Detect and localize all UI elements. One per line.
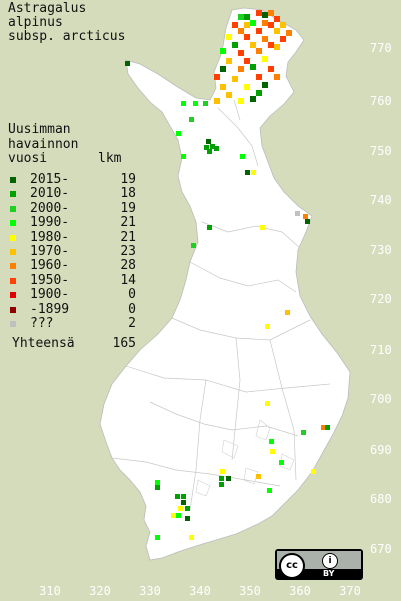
region-borders (111, 99, 331, 511)
legend-row-count: 21 (120, 215, 136, 231)
legend-row-label: 1900- (30, 287, 70, 303)
legend-row-label: ??? (30, 316, 54, 331)
legend-row-count: 14 (120, 272, 136, 288)
legend-header-line-2: havainnon (8, 137, 79, 152)
legend-row-count: 0 (128, 301, 136, 317)
observation-squares (125, 10, 330, 540)
legend-swatch (10, 306, 16, 313)
legend-header-line-1: Uusimman (8, 122, 71, 137)
legend-swatch (10, 191, 16, 198)
y-tick-label: 690 (370, 443, 392, 457)
legend-row-count: 0 (128, 287, 136, 303)
x-tick-label: 330 (139, 584, 161, 598)
y-tick-label: 770 (370, 41, 392, 55)
legend-row-label: 1970- (30, 244, 70, 259)
x-tick-label: 350 (239, 584, 261, 598)
legend-row-count: 19 (120, 200, 136, 216)
y-tick-label: 730 (370, 243, 392, 257)
legend-swatch (10, 321, 16, 327)
legend-row-label: 1990- (30, 215, 70, 231)
y-tick-label: 720 (370, 292, 392, 306)
legend-swatch (10, 292, 16, 299)
cc-icon: cc (279, 553, 305, 579)
legend-row-count: 28 (120, 258, 136, 274)
person-icon: i (322, 553, 338, 569)
x-tick-label: 340 (189, 584, 211, 598)
legend-total-label: Yhteensä (12, 336, 75, 351)
legend-swatch (10, 249, 16, 255)
x-tick-label: 320 (89, 584, 111, 598)
legend-total-count: 165 (112, 336, 136, 351)
y-tick-label: 750 (370, 144, 392, 158)
legend-row-count: 2 (128, 316, 136, 331)
y-tick-label: 680 (370, 492, 392, 506)
license-by-label: BY (323, 569, 335, 578)
y-tick-label: 700 (370, 392, 392, 406)
legend-swatch (10, 220, 16, 227)
legend-row-count: 21 (120, 229, 136, 245)
legend-header-line-3: vuosi (8, 151, 48, 166)
y-tick-label: 710 (370, 343, 392, 357)
legend-row-count: 18 (120, 186, 136, 202)
y-tick-label: 670 (370, 542, 392, 556)
lakes (195, 419, 295, 497)
finland-outline (99, 7, 351, 561)
legend-row-label: -1899 (30, 301, 70, 317)
legend-row-label: 1980- (30, 229, 70, 245)
legend-row-label: 2015- (30, 172, 70, 187)
x-tick-label: 360 (289, 584, 311, 598)
species-title-line-2: alpinus (8, 15, 63, 30)
legend-swatch (10, 177, 16, 183)
cc-by-license-badge[interactable]: cc i BY (275, 549, 363, 580)
species-title-line-1: Astragalus (8, 1, 87, 16)
legend-row-label: 2000- (30, 200, 70, 216)
y-tick-label: 740 (370, 193, 392, 207)
x-tick-label: 310 (39, 584, 61, 598)
legend-row-count: 19 (120, 172, 136, 187)
x-tick-label: 370 (339, 584, 361, 598)
legend-swatch (10, 234, 16, 241)
legend-swatch (10, 205, 16, 212)
species-title-line-3: subsp. arcticus (8, 29, 126, 44)
legend-row-count: 23 (120, 244, 136, 259)
legend-swatch (10, 277, 16, 284)
legend-count-header: lkm (98, 151, 122, 166)
legend-row-label: 1950- (30, 272, 70, 288)
legend-row-label: 1960- (30, 258, 70, 274)
legend-row-label: 2010- (30, 186, 70, 202)
legend-swatch (10, 263, 16, 270)
y-tick-label: 760 (370, 94, 392, 108)
